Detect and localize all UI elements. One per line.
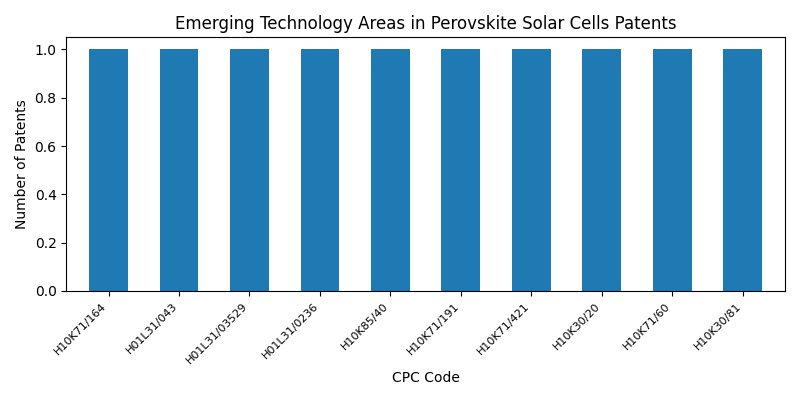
Y-axis label: Number of Patents: Number of Patents [15,99,29,229]
Bar [442,50,480,291]
Bar [723,50,762,291]
X-axis label: CPC Code: CPC Code [392,371,459,385]
Bar [371,50,410,291]
Bar [160,50,198,291]
Bar [301,50,339,291]
Title: Emerging Technology Areas in Perovskite Solar Cells Patents: Emerging Technology Areas in Perovskite … [175,15,677,33]
Bar [582,50,621,291]
Bar [653,50,692,291]
Bar [89,50,128,291]
Bar [230,50,269,291]
Bar [512,50,550,291]
